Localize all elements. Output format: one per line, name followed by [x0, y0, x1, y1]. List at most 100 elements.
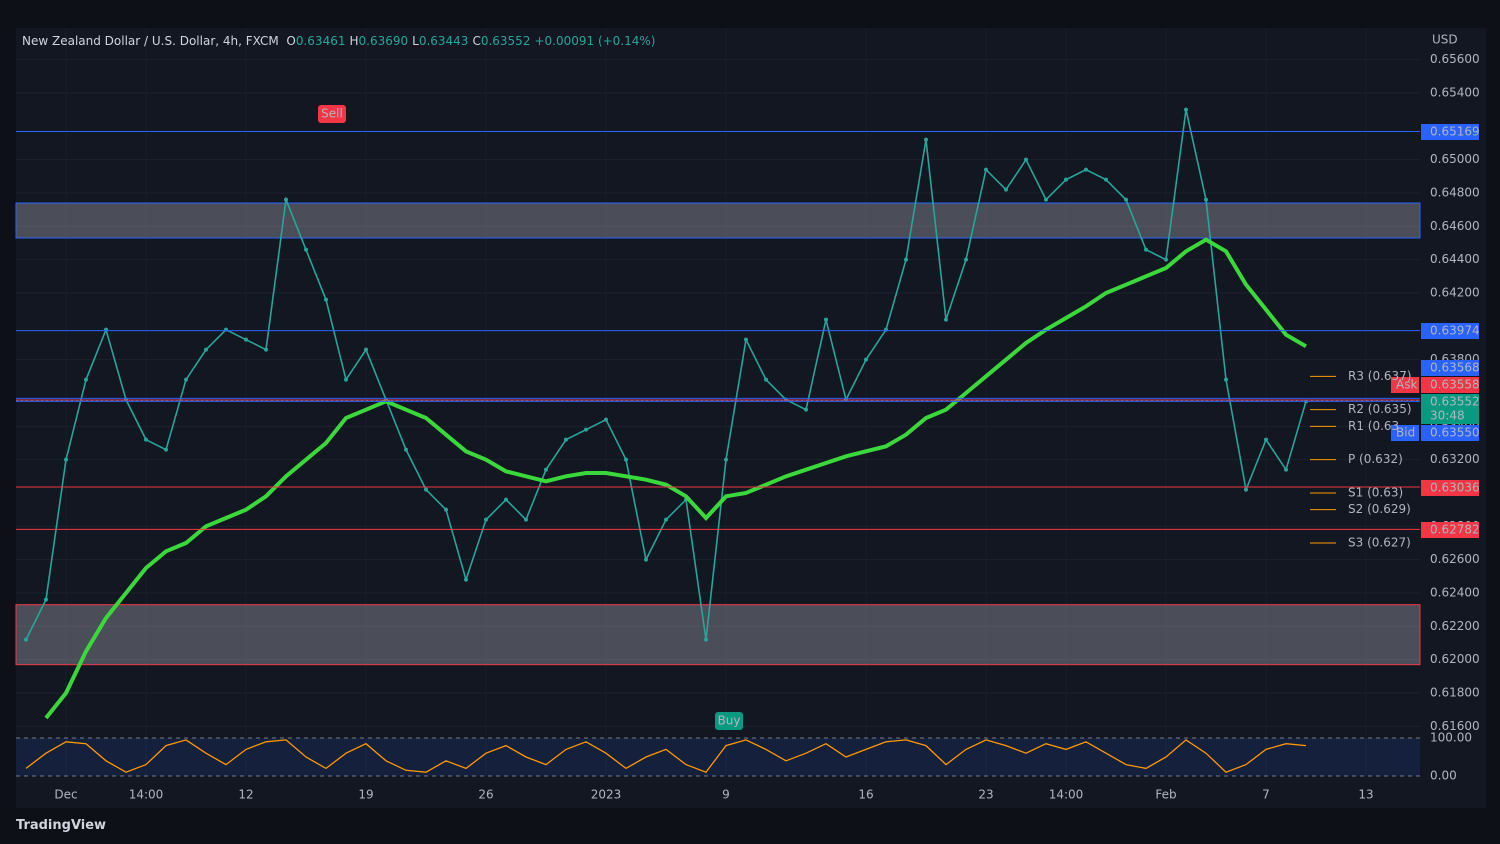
y-tick-label: 0.64600: [1430, 219, 1480, 233]
side-tag: [1391, 425, 1419, 441]
pivot-label: R2 (0.635): [1348, 402, 1412, 416]
price-point: [944, 317, 948, 322]
y-tick-label: 0.63200: [1430, 452, 1480, 466]
y-tick-label: 0.64400: [1430, 252, 1480, 266]
chart-background: [16, 28, 1486, 808]
price-point: [44, 597, 48, 602]
price-point: [404, 447, 408, 452]
price-point: [724, 457, 728, 462]
y-tick-label: 0.62600: [1430, 552, 1480, 566]
x-tick-label: 2023: [591, 788, 622, 802]
countdown: 30:48: [1430, 409, 1465, 423]
price-point: [184, 377, 188, 382]
ohlc-label: L: [412, 34, 419, 48]
price-point: [1164, 257, 1168, 262]
x-tick-label: 16: [858, 788, 873, 802]
y-tick-label: 0.62400: [1430, 586, 1480, 600]
x-tick-label: 14:00: [1049, 788, 1084, 802]
x-tick-label: Feb: [1155, 788, 1176, 802]
x-tick-label: 26: [478, 788, 493, 802]
signal-label: Sell: [321, 107, 343, 121]
price-point: [144, 437, 148, 442]
signal: [715, 712, 743, 730]
ohlc-value: 0.63552: [480, 34, 531, 48]
y-tick-label: 0.62200: [1430, 619, 1480, 633]
y-tick-label: 0.61600: [1430, 719, 1480, 733]
price-tag: [1421, 425, 1479, 441]
currency: USD: [1432, 33, 1458, 47]
price-point: [1024, 157, 1028, 162]
price-point: [864, 357, 868, 362]
price-point: [544, 467, 548, 472]
pivot-label: P (0.632): [1348, 452, 1403, 466]
pivot-label: R3 (0.637): [1348, 369, 1412, 383]
x-tick-label: 9: [722, 788, 730, 802]
price-point: [244, 337, 248, 342]
price-tag: [1421, 124, 1479, 140]
price-point: [464, 577, 468, 582]
price-point: [344, 377, 348, 382]
ohlc-label: C: [472, 34, 481, 48]
price-point: [764, 377, 768, 382]
price-point: [264, 347, 268, 352]
pivot-label: R1 (0.63: [1348, 419, 1399, 433]
price-point: [644, 557, 648, 562]
price-point: [904, 257, 908, 262]
price-tag: [1421, 480, 1479, 496]
price-point: [304, 247, 308, 252]
price-point: [364, 347, 368, 352]
price-point: [424, 487, 428, 492]
price-point: [164, 447, 168, 452]
y-tick-label: 0.65600: [1430, 52, 1480, 66]
change: +0.00091 (+0.14%): [534, 34, 656, 48]
y-tick-label: 0.64200: [1430, 286, 1480, 300]
price-point: [84, 377, 88, 382]
x-tick-label: 19: [358, 788, 373, 802]
price-tag-label: 0.63974: [1430, 324, 1480, 338]
price-point: [984, 167, 988, 172]
ohlc-value: 0.63443: [418, 34, 469, 48]
price-point: [204, 347, 208, 352]
price-point: [324, 297, 328, 302]
price-point: [484, 517, 488, 522]
price-tag: [1421, 323, 1479, 339]
x-tick-label: 13: [1358, 788, 1373, 802]
price-point: [284, 197, 288, 202]
y-tick-label: 0.61800: [1430, 686, 1480, 700]
price-tag: [1421, 522, 1479, 538]
signal: [318, 105, 346, 123]
x-tick-label: 7: [1262, 788, 1270, 802]
price-point: [624, 457, 628, 462]
side-tag-label: Bid: [1396, 426, 1415, 440]
price-point: [1184, 107, 1188, 112]
price-point: [564, 437, 568, 442]
price-point: [24, 637, 28, 642]
price-point: [964, 257, 968, 262]
pivot-label: S1 (0.63): [1348, 486, 1403, 500]
brand[interactable]: TradingView: [16, 818, 107, 833]
price-point: [604, 417, 608, 422]
price-point: [1084, 167, 1088, 172]
price-tag-label: 0.63558: [1430, 378, 1480, 392]
x-tick-label: 12: [238, 788, 253, 802]
price-point: [744, 337, 748, 342]
symbol: New Zealand Dollar / U.S. Dollar, 4h, FX…: [22, 34, 279, 48]
price-tag-label: 0.62782: [1430, 523, 1480, 537]
ohlc-label: O: [286, 34, 296, 48]
price-point: [1284, 467, 1288, 472]
price-tag-label: 0.63550: [1430, 426, 1480, 440]
ohlc-value: 0.63690: [358, 34, 409, 48]
price-tag-label: 0.63552: [1430, 395, 1480, 409]
price-tag-label: 0.63568: [1430, 361, 1480, 375]
y-tick-label: 0.64800: [1430, 186, 1480, 200]
price-point: [924, 137, 928, 142]
y-tick-label: 0.65000: [1430, 152, 1480, 166]
osc-tick-label: 100.00: [1430, 731, 1472, 745]
price-point: [1004, 187, 1008, 192]
price-tag: [1421, 377, 1479, 393]
pivot-label: S2 (0.629): [1348, 502, 1411, 516]
price-point: [524, 517, 528, 522]
price-point: [664, 517, 668, 522]
side-tag: [1391, 377, 1419, 393]
